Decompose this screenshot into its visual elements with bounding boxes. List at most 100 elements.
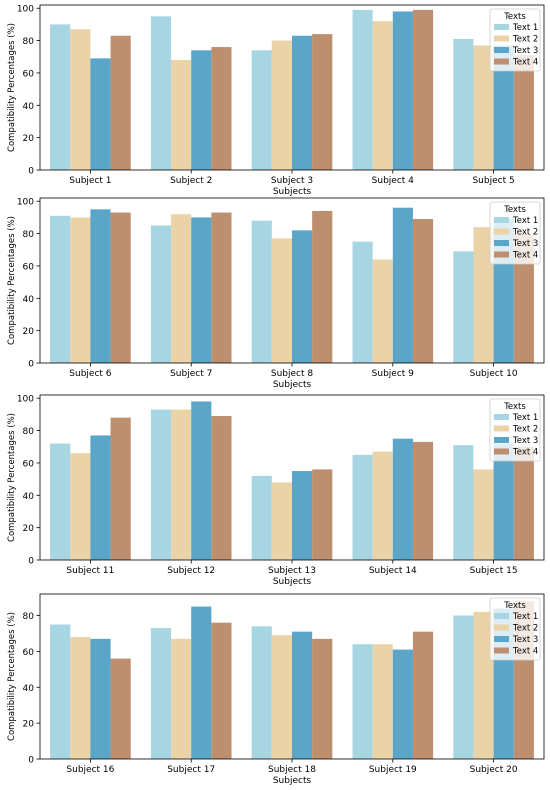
legend-swatch (494, 217, 509, 223)
y-axis-label: Compatibility Percentages (%) (7, 216, 17, 345)
bar-text-4-subject-15 (513, 446, 534, 560)
bar-text-4-subject-1 (110, 35, 131, 171)
bar-text-3-subject-6 (90, 209, 111, 363)
legend-swatch (494, 613, 509, 619)
y-tick-label: 60 (23, 648, 35, 658)
y-tick-label: 60 (23, 262, 35, 272)
bar-text-2-subject-8 (271, 238, 292, 363)
bar-text-1-subject-15 (453, 445, 474, 560)
bar-text-2-subject-15 (473, 469, 494, 560)
legend-swatch (494, 425, 509, 432)
bar-text-2-subject-6 (70, 217, 91, 363)
y-tick-label: 20 (23, 327, 35, 337)
bar-text-2-subject-19 (372, 644, 393, 759)
legend-label: Text 1 (512, 216, 538, 226)
bar-text-3-subject-14 (392, 438, 413, 560)
bar-text-1-subject-17 (150, 628, 172, 759)
bar-text-1-subject-2 (150, 16, 172, 170)
bar-text-3-subject-9 (392, 207, 413, 363)
bar-text-1-subject-13 (251, 475, 272, 560)
plot-frame (39, 197, 545, 364)
legend-label: Text 4 (512, 58, 538, 68)
legend-label: Text 4 (512, 647, 538, 657)
x-tick-label: Subject 20 (470, 765, 518, 775)
legend-label: Text 1 (512, 23, 538, 33)
legend-label: Text 1 (512, 612, 538, 622)
y-tick-label: 40 (23, 492, 35, 502)
y-tick-label: 40 (23, 295, 35, 305)
legend-swatch (494, 647, 509, 654)
x-tick-label: Subject 4 (372, 176, 415, 186)
chart-panel-3: 0 20 40 60 80 100 Subject 11 Subject 12 Subject … (7, 394, 545, 587)
bar-text-1-subject-8 (251, 220, 272, 363)
x-axis-label: Subjects (273, 380, 312, 390)
y-tick-label: 20 (23, 720, 35, 730)
x-tick-label: Subject 15 (470, 566, 518, 576)
legend-label: Text 2 (512, 228, 538, 238)
y-tick-label: 80 (23, 612, 35, 622)
bar-text-1-subject-4 (352, 9, 373, 171)
bar-text-1-subject-6 (50, 215, 71, 363)
y-tick-label: 60 (23, 459, 35, 469)
legend-swatch (494, 437, 509, 443)
x-tick-label: Subject 12 (167, 566, 215, 576)
y-tick-label: 100 (17, 395, 34, 405)
legend-swatch (494, 624, 509, 631)
x-axis-label: Subjects (273, 776, 312, 786)
bar-text-2-subject-5 (473, 45, 494, 170)
bar-text-3-subject-7 (191, 217, 212, 363)
bar-text-2-subject-12 (171, 409, 192, 560)
bar-text-1-subject-10 (453, 251, 474, 363)
bar-text-4-subject-13 (312, 469, 333, 560)
x-tick-label: Subject 18 (268, 765, 316, 775)
legend-swatch (494, 240, 509, 246)
bar-text-3-subject-1 (90, 58, 111, 170)
y-tick-label: 0 (28, 756, 34, 766)
y-tick-label: 0 (28, 557, 34, 567)
x-tick-label: Subject 9 (372, 369, 415, 379)
legend-label: Text 3 (512, 436, 538, 446)
bar-text-4-subject-12 (211, 416, 232, 560)
x-axis-label: Subjects (273, 577, 312, 587)
bar-text-3-subject-2 (191, 50, 212, 171)
y-tick-label: 60 (23, 69, 35, 79)
bar-text-2-subject-16 (70, 637, 91, 759)
bar-text-1-subject-3 (251, 50, 272, 171)
bar-text-2-subject-13 (271, 482, 292, 560)
y-tick-label: 40 (23, 102, 35, 112)
x-tick-label: Subject 2 (170, 176, 212, 186)
bar-text-2-subject-4 (372, 21, 393, 171)
y-tick-label: 0 (28, 167, 34, 177)
bar-text-4-subject-2 (211, 47, 232, 170)
x-tick-label: Subject 19 (369, 765, 417, 775)
legend-label: Text 3 (512, 635, 538, 645)
bar-text-4-subject-18 (312, 638, 333, 759)
bar-text-2-subject-10 (473, 227, 494, 363)
bar-text-2-subject-7 (171, 214, 192, 363)
x-tick-label: Subject 6 (69, 369, 112, 379)
legend-swatch (494, 251, 509, 258)
bar-text-1-subject-9 (352, 241, 373, 363)
legend-label: Text 4 (512, 448, 538, 458)
bar-text-4-subject-6 (110, 212, 131, 363)
legend-swatch (494, 448, 509, 455)
bar-text-2-subject-9 (372, 259, 393, 363)
legend-swatch (494, 636, 509, 642)
legend-swatch (494, 58, 509, 65)
x-tick-label: Subject 13 (268, 566, 316, 576)
bar-text-1-subject-20 (453, 615, 474, 759)
x-tick-label: Subject 5 (472, 176, 514, 186)
bar-text-2-subject-1 (70, 29, 91, 170)
legend-swatch (494, 24, 509, 30)
y-axis-label: Compatibility Percentages (%) (7, 23, 17, 152)
bar-text-4-subject-11 (110, 417, 131, 560)
legend-swatch (494, 414, 509, 420)
